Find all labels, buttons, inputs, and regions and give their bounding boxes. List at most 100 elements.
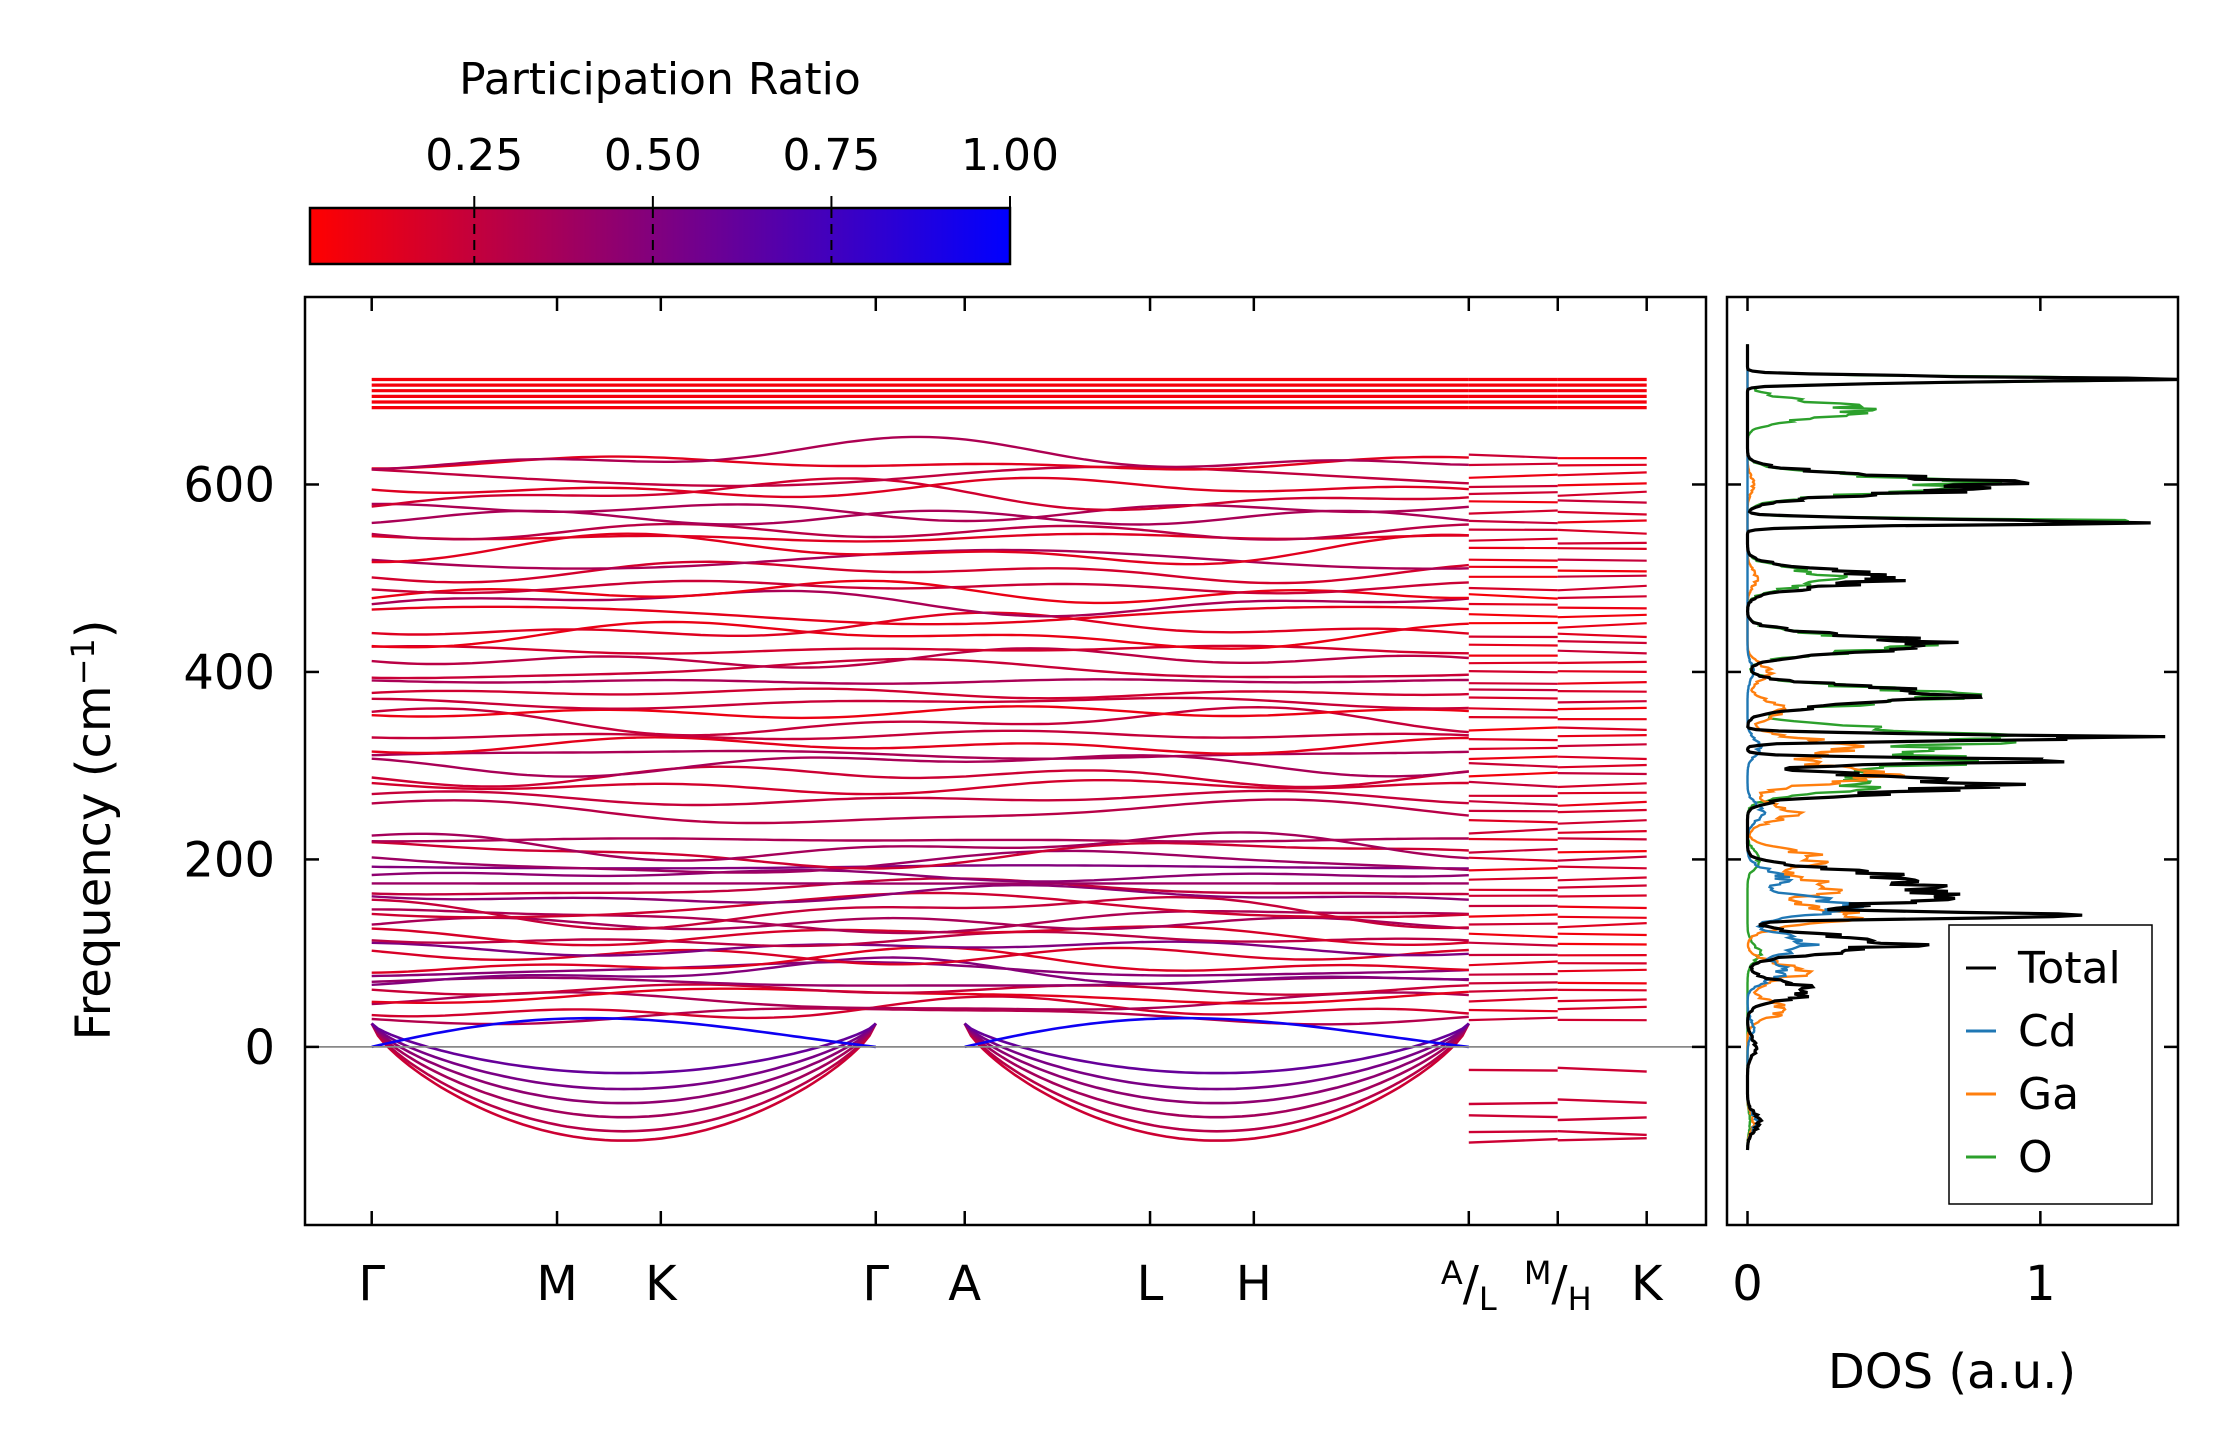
band-line [1468,613,1558,618]
dos-axes-frame [1725,295,2180,1227]
band-line [371,831,1469,862]
band-line [1557,613,1647,619]
band-structure-panel: 0 200 400 600 Γ M K Γ A L H A/L M/H K Frequency (cm−… [64,295,2178,1318]
band-line [1557,865,1647,870]
y-tick-label: 200 [183,832,275,888]
kpoint-label: K [1631,1256,1664,1312]
band-line [371,1016,876,1049]
band-line [1468,988,1558,993]
band-line [371,779,1469,796]
band-line [1557,808,1647,814]
band-line [1468,1008,1558,1013]
band-line [1468,819,1558,824]
band-line [1468,593,1558,600]
legend-label: Total [2017,943,2121,994]
band-line [1557,876,1647,882]
band-line [371,983,1469,996]
band-line [370,1022,877,1075]
kpoint-labels: Γ M K Γ A L H A/L M/H K [358,1254,1664,1318]
band-line [1468,586,1558,592]
band-line [1557,649,1647,655]
legend-label: Ga [2018,1069,2079,1120]
y-tick-labels: 0 200 400 600 [183,457,275,1075]
kpoint-label: H [1236,1256,1272,1312]
band-line [1557,884,1647,889]
band-line [1468,643,1558,647]
band-line [1557,819,1647,825]
dos-series-ga [1746,344,1906,1150]
dos-x-label: DOS (a.u.) [1828,1344,2076,1400]
band-line [1468,771,1558,778]
band-line [1557,855,1647,862]
band-line [371,940,1469,957]
band-line [1557,584,1647,592]
band-line [1557,541,1647,545]
colorbar-tick-label: 0.25 [425,130,523,181]
band-line [371,946,1469,966]
band-line [1557,968,1647,973]
colorbar: Participation Ratio 0.25 0.50 0.75 1.00 [308,54,1059,266]
band-line [1557,463,1647,467]
band-line [371,849,1469,874]
band-line [370,1022,877,1142]
band-line [1468,762,1558,768]
band-line [1557,837,1647,841]
band-line [963,1022,1470,1133]
kpoint-label: L [1137,1256,1164,1312]
band-line [371,877,1469,896]
band-line [371,620,1469,650]
band-line [371,729,1469,741]
band-line [1557,1005,1647,1011]
band-line [1468,800,1558,806]
band-line [1468,537,1558,542]
y-tick-label: 600 [183,457,275,513]
band-line [371,678,1469,685]
band-line [1468,780,1558,788]
band-line [371,798,1469,825]
band-line [1557,743,1647,748]
band-line [1557,528,1647,535]
band-line [371,789,1469,807]
band-line [371,579,1469,605]
band-line [1468,1016,1558,1022]
band-line [1468,602,1558,606]
band-line [371,509,1469,526]
band-line [371,925,1469,947]
band-line [371,605,1469,626]
band-line [371,502,1469,523]
legend-label: O [2018,1132,2053,1183]
band-line [1557,981,1647,985]
band-line [1557,606,1647,610]
band-line [1468,519,1558,525]
band-line [371,465,1469,488]
band-line [1557,660,1647,665]
band-line [963,1022,1470,1075]
band-line [1468,1130,1558,1134]
band-line [1557,905,1647,910]
band-line [371,589,1469,618]
colorbar-tick-label: 0.75 [782,130,880,181]
band-line [1468,1101,1558,1106]
band-line [1557,670,1647,673]
y-tick-marks [305,483,2178,1049]
dos-x-tick-label: 0 [1732,1256,1763,1312]
band-line [1468,688,1558,692]
band-line [371,930,1469,948]
kpoint-label: Γ [358,1256,385,1312]
band-line [371,896,1469,931]
band-line [1468,473,1558,479]
band-line [1468,670,1558,674]
band-line [371,837,1469,843]
band-line [371,548,1469,570]
kpoint-label: A/L [1441,1254,1497,1318]
band-line [1468,1114,1558,1119]
band-line [371,579,1469,595]
band-line [1468,876,1558,881]
band-line [371,477,1469,512]
band-line [1468,491,1558,496]
band-line [371,916,1469,931]
band-line [1468,696,1558,700]
band-line [371,736,1469,755]
